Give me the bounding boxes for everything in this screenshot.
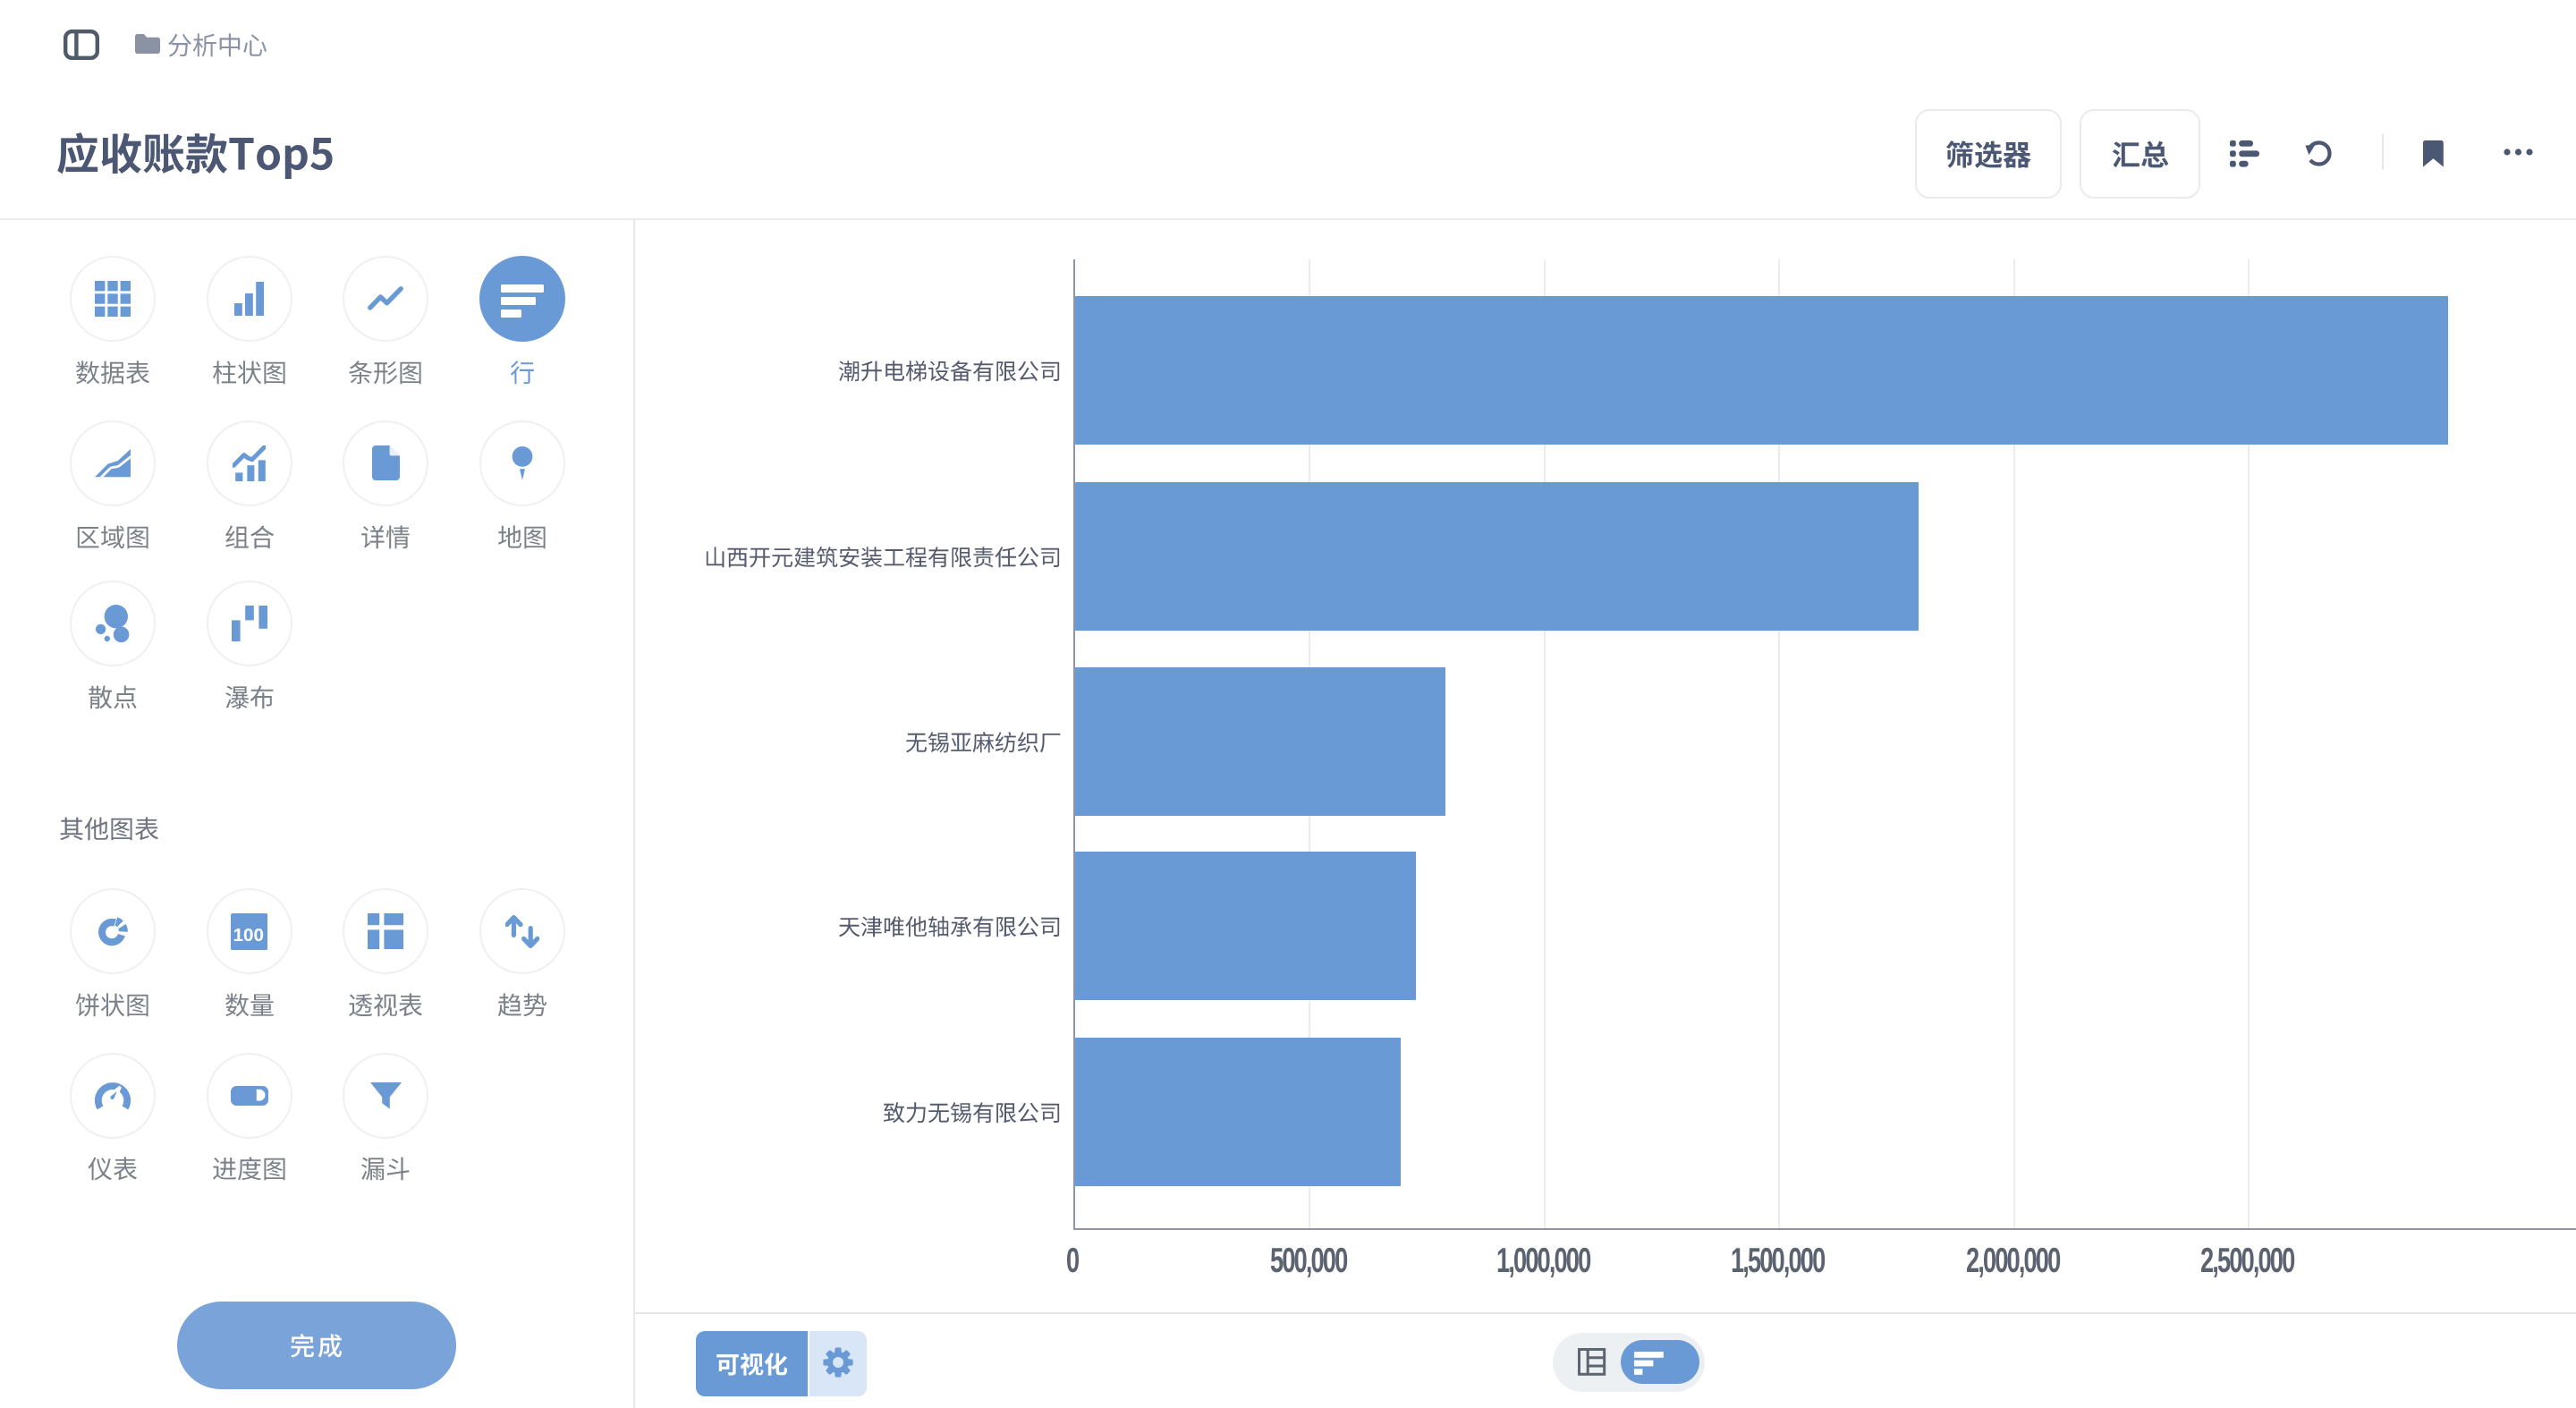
svg-text:100: 100 bbox=[233, 925, 264, 946]
